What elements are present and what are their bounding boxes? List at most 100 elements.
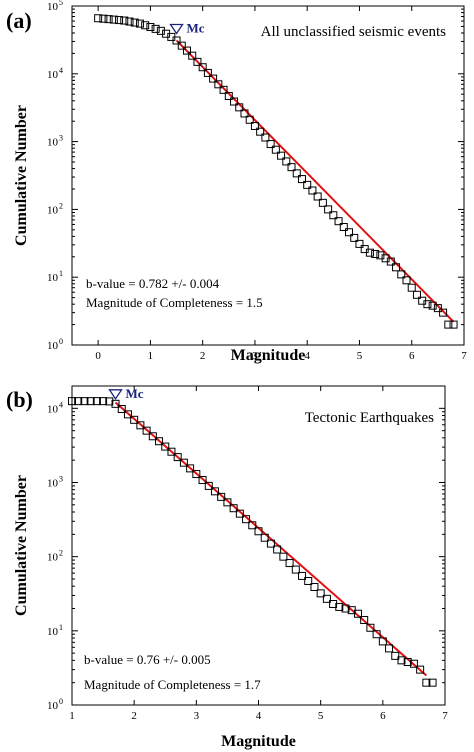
data-point [292,169,301,178]
data-point [416,665,425,674]
data-point [378,637,387,646]
data-point [136,421,145,430]
data-point [105,397,114,406]
data-point [204,481,213,490]
mc-label: Mc [187,20,205,35]
y-tick-exponent: 3 [59,474,63,483]
y-tick-label: 10 [47,69,59,81]
data-point [172,36,181,45]
data-point [366,623,375,632]
data-point [412,290,421,299]
data-point [371,249,380,258]
x-tick-label: 2 [200,350,206,362]
data-point [99,397,108,406]
data-point [277,151,286,160]
y-tick-label: 10 [47,272,59,284]
data-point [386,257,395,266]
data-point [271,145,280,154]
data-point [355,239,364,248]
data-point [235,103,244,112]
data-point [99,14,108,23]
y-tick-exponent: 0 [59,337,63,346]
y-axis-title: Cumulative Number [13,105,30,246]
data-point [142,426,151,435]
data-point [210,487,219,496]
data-point [273,545,282,554]
data-point [285,559,294,568]
data-point [135,19,144,28]
b-value-annotation: b-value = 0.782 +/- 0.004 [86,276,220,291]
data-point [433,304,442,313]
data-point [125,17,134,26]
data-point [313,192,322,201]
data-point [303,180,312,189]
data-point [329,600,338,609]
y-tick-exponent: 1 [59,269,63,278]
data-point [341,604,350,613]
data-point [240,109,249,118]
x-tick-label: 4 [256,710,262,722]
data-point [322,594,331,603]
data-point [223,498,232,507]
data-point [266,539,275,548]
data-point [260,533,269,542]
data-point [214,80,223,89]
data-point [86,397,95,406]
y-tick-label: 10 [47,403,59,415]
data-point [261,133,270,142]
data-point [350,233,359,242]
data-point [360,615,369,624]
data-point [141,21,150,30]
data-point [403,657,412,666]
data-point [156,26,165,35]
data-point [193,57,202,66]
data-point [397,656,406,665]
data-point [422,678,431,687]
data-point [109,15,118,24]
data-point [428,678,437,687]
fit-line [114,401,428,677]
data-point [324,205,333,214]
y-tick-label: 10 [47,626,59,638]
data-point [282,157,291,166]
y-tick-exponent: 0 [59,697,63,706]
data-point [254,527,263,536]
mc-label: Mc [126,386,144,401]
data-point [94,14,103,23]
completeness-annotation: Magnitude of Completeness = 1.7 [84,677,261,692]
data-point [298,571,307,580]
data-point [245,115,254,124]
y-axis-title: Cumulative Number [13,475,30,616]
data-point [329,211,338,220]
data-point [242,515,251,524]
data-point [111,399,120,408]
data-point [224,92,233,101]
data-point [146,23,155,32]
chart-title: Tectonic Earthquakes [305,410,434,426]
x-axis-title: Magnitude [231,347,306,364]
data-point [155,437,164,446]
data-point [439,308,448,317]
data-point [250,121,259,130]
data-point [335,602,344,611]
data-point [444,320,453,329]
panel-label: (a) [6,8,32,33]
data-point [217,492,226,501]
data-point [310,582,319,591]
data-point [186,464,195,473]
data-point [173,453,182,462]
data-point [308,186,317,195]
data-point [376,251,385,260]
data-point [339,223,348,232]
data-point [428,301,437,310]
data-point [148,432,157,441]
y-tick-label: 10 [47,477,59,489]
completeness-annotation: Magnitude of Completeness = 1.5 [86,295,263,310]
data-point [235,509,244,518]
data-point [316,589,325,598]
data-point [402,276,411,285]
data-point [279,552,288,561]
y-tick-label: 10 [47,204,59,216]
plot-frame [71,5,465,346]
panel-label: (b) [6,387,33,412]
